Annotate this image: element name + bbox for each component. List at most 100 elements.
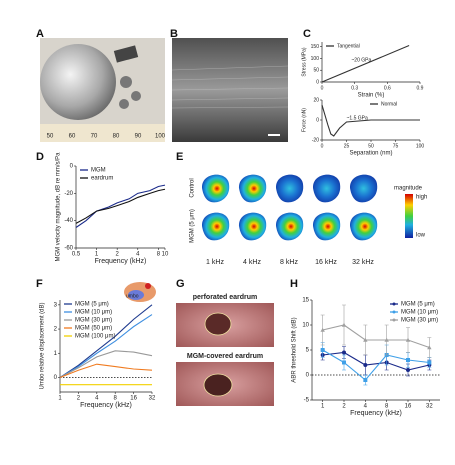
point [427,360,432,365]
panel-label: D [36,151,44,163]
legend-label: MGM (100 μm) [75,334,115,340]
point [320,327,325,332]
x-tick-label: 4 [136,252,140,258]
panel-label: B [170,28,178,40]
y-tick-label: 0 [306,373,310,379]
x-tick-label: 32 [149,396,156,402]
x-tick-label: 100 [416,143,425,149]
colorbar-low: low [416,233,426,239]
map-row-label: Control [190,178,196,197]
y-tick-label: -20 [312,137,319,143]
y-tick-label: 0 [54,375,58,381]
ruler-label: 50 [47,134,54,140]
y-tick-label: 0 [70,164,74,170]
legend-label: eardrum [91,176,113,182]
series-line [75,188,166,224]
x-tick-label: 0.3 [351,85,358,91]
legend-marker [392,302,396,306]
x-tick-label: 50 [368,143,374,149]
y-tick-label: 0 [316,79,319,85]
y-tick-label: 150 [311,44,320,50]
x-tick-label: 0 [321,143,324,149]
legend-label: MGM (10 μm) [75,310,112,316]
x-tick-label: 8 [385,404,389,410]
inset-label: umbo [126,293,139,299]
x-tick-label: 2 [342,404,346,410]
legend-label: MGM (5 μm) [401,302,435,308]
x-tick-label: 32 [426,404,433,410]
colorbar-title: magnitude [394,186,423,192]
x-tick-label: 75 [393,143,399,149]
point [406,368,410,372]
map-col-label: 1 kHz [206,259,224,266]
ruler-label: 100 [155,134,166,140]
y-axis-label: MGM velocity magnitude, dB re mm/s/Pa [56,152,62,262]
inset-ear: umbo [124,282,156,302]
x-tick-label: 8 [114,396,118,402]
y-tick-label: 10 [302,323,309,329]
x-tick-label: 2 [116,252,120,258]
heatmap [312,212,341,241]
axis [75,166,165,249]
x-tick-label: 0.6 [384,85,391,91]
g-top-label: perforated eardrum [193,294,258,301]
photo-g [176,303,274,406]
point [363,363,368,367]
legend-label: Normal [381,101,397,107]
x-tick-label: 2 [77,396,81,402]
series-line [59,350,153,378]
chart: -5 0 5 10 15 1 2 4 8 16 32 Frequency (kHz) ABR thres… [292,298,440,417]
point [342,350,346,355]
x-tick-label: 1 [321,404,325,410]
point [342,360,346,365]
heatmap [201,174,230,203]
y-axis-label: Umbo relative displacement (dB) [40,302,46,389]
photo-b [171,38,289,142]
ruler-label: 60 [69,134,76,140]
legend-label: MGM (30 μm) [75,318,112,324]
x-axis-label: Strain (%) [358,93,385,99]
point [320,348,325,352]
legend-label: MGM (5 μm) [75,302,109,308]
panel-label: A [36,28,44,40]
series-line [322,349,430,381]
panel-label: C [303,28,311,40]
x-tick-label: 0.9 [417,85,424,91]
point [405,337,411,342]
y-axis-label: ABR threshold Shift (dB) [292,317,298,382]
legend-label: MGM [91,168,106,174]
y-tick-label: 1 [54,351,58,357]
series-line [321,45,410,83]
y-tick-label: 0 [316,117,319,123]
colorbar [405,194,413,238]
x-tick-label: 8 [157,252,161,258]
ruler-label: 90 [135,134,142,140]
y-tick-label: -40 [64,218,73,224]
series-line [322,324,430,349]
x-tick-label: 4 [95,396,99,402]
legend-marker [392,310,396,314]
y-axis-label: Force (nN) [301,108,307,132]
heatmap [349,174,378,203]
heatmap [275,174,304,203]
series-line [322,351,430,371]
annotation: ~20 GPa [351,57,371,63]
x-tick-label: 10 [162,252,169,258]
x-tick-label: 25 [344,143,350,149]
x-tick-label: 1 [58,396,62,402]
ruler-label: 70 [91,134,98,140]
heatmap [238,174,267,203]
colorbar-high: high [416,195,427,201]
series-line [59,304,153,378]
y-axis-label: Stress (MPa) [301,47,307,77]
x-axis-label: Frequency (kHz) [80,402,132,409]
series-line [59,314,153,378]
x-axis-label: Separation (nm) [349,151,392,157]
legend-label: MGM (30 μm) [401,318,438,324]
map-col-label: 4 kHz [243,259,261,266]
y-tick-label: 50 [313,68,319,74]
heatmap [275,212,304,241]
x-tick-label: 0 [321,85,324,91]
panel-label: G [176,278,185,290]
